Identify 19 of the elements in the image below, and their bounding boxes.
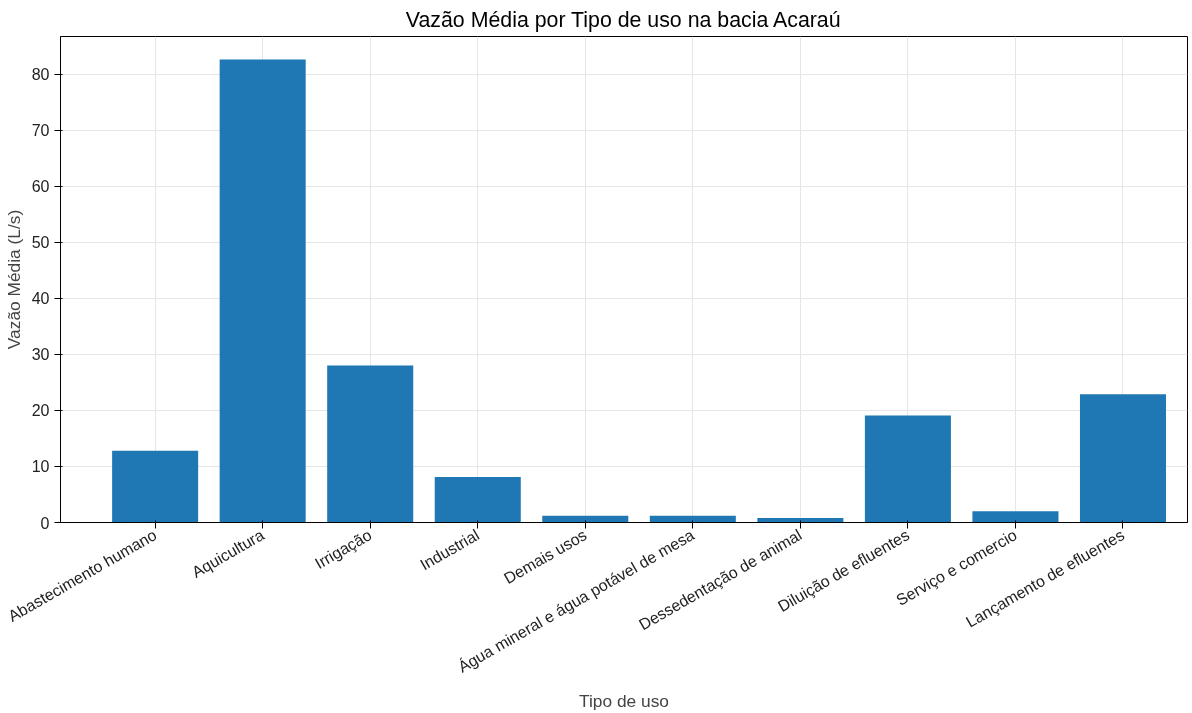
- y-tick-label: 80: [31, 66, 50, 84]
- chart-title: Vazão Média por Tipo de uso na bacia Acaraú: [405, 7, 841, 32]
- y-tick-label: 50: [31, 234, 50, 252]
- bar: [434, 477, 521, 523]
- y-tick-label: 40: [31, 290, 50, 308]
- x-axis-title: Tipo de uso: [579, 690, 669, 711]
- y-tick-label: 30: [31, 346, 50, 364]
- y-tick-label: 20: [31, 402, 50, 420]
- bar: [1079, 394, 1166, 523]
- bar: [327, 365, 414, 523]
- y-tick-label: 70: [31, 122, 50, 140]
- bar: [219, 59, 306, 523]
- y-axis-title: Vazão Média (L/s): [3, 209, 24, 350]
- bar: [112, 450, 199, 523]
- bar: [972, 511, 1059, 523]
- y-tick-label: 0: [40, 514, 50, 532]
- bar: [864, 415, 951, 523]
- y-tick-label: 60: [31, 178, 50, 196]
- y-tick-label: 10: [31, 458, 50, 476]
